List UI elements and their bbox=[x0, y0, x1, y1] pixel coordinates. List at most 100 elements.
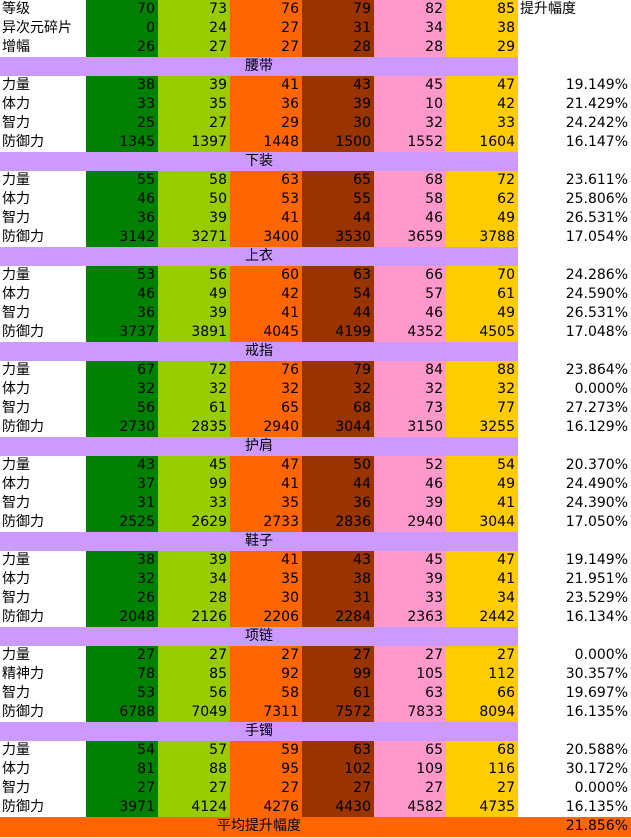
value-cell: 88 bbox=[158, 760, 230, 779]
increase-cell: 16.129% bbox=[565, 419, 628, 435]
value-cell: 4199 bbox=[302, 323, 374, 342]
value-cell: 49 bbox=[446, 475, 518, 494]
section-title: 鞋子 bbox=[0, 532, 518, 551]
increase-cell: 21.429% bbox=[565, 96, 628, 112]
value-cell: 4735 bbox=[446, 798, 518, 817]
value-cell: 47 bbox=[230, 456, 302, 475]
increase-cell: 25.806% bbox=[565, 191, 628, 207]
value-cell: 50 bbox=[158, 190, 230, 209]
value-cell: 34 bbox=[158, 570, 230, 589]
value-cell: 27 bbox=[374, 779, 446, 798]
value-cell: 1552 bbox=[374, 133, 446, 152]
value-cell: 57 bbox=[374, 285, 446, 304]
value-cell: 43 bbox=[302, 551, 374, 570]
value-cell: 60 bbox=[230, 266, 302, 285]
increase-cell: 16.134% bbox=[565, 609, 628, 625]
value-cell: 39 bbox=[158, 209, 230, 228]
value-cell: 76 bbox=[230, 0, 302, 19]
increase-cell: 30.172% bbox=[565, 761, 628, 777]
section-title: 戒指 bbox=[0, 342, 518, 361]
value-cell: 36 bbox=[302, 494, 374, 513]
value-cell: 63 bbox=[374, 684, 446, 703]
value-cell: 6788 bbox=[86, 703, 158, 722]
value-cell: 33 bbox=[158, 494, 230, 513]
row-label: 防御力 bbox=[2, 134, 44, 150]
value-cell: 58 bbox=[374, 190, 446, 209]
value-cell: 30 bbox=[230, 589, 302, 608]
value-cell: 27 bbox=[230, 779, 302, 798]
row-label: 体力 bbox=[2, 96, 30, 112]
value-cell: 63 bbox=[302, 266, 374, 285]
value-cell: 1397 bbox=[158, 133, 230, 152]
value-cell: 105 bbox=[374, 665, 446, 684]
value-cell: 65 bbox=[302, 171, 374, 190]
value-cell: 61 bbox=[158, 399, 230, 418]
value-cell: 43 bbox=[302, 76, 374, 95]
value-cell: 26 bbox=[86, 589, 158, 608]
value-cell: 39 bbox=[302, 95, 374, 114]
value-cell: 27 bbox=[446, 646, 518, 665]
value-cell: 7311 bbox=[230, 703, 302, 722]
value-cell: 2363 bbox=[374, 608, 446, 627]
value-cell: 4430 bbox=[302, 798, 374, 817]
increase-cell: 17.054% bbox=[565, 229, 628, 245]
value-cell: 82 bbox=[374, 0, 446, 19]
increase-cell: 24.590% bbox=[565, 286, 628, 302]
row-label: 力量 bbox=[2, 267, 30, 283]
value-cell: 49 bbox=[446, 304, 518, 323]
value-cell: 39 bbox=[158, 551, 230, 570]
value-cell: 46 bbox=[374, 475, 446, 494]
value-cell: 116 bbox=[446, 760, 518, 779]
value-cell: 27 bbox=[302, 646, 374, 665]
value-cell: 49 bbox=[158, 285, 230, 304]
value-cell: 70 bbox=[86, 0, 158, 19]
increase-cell: 23.611% bbox=[565, 172, 628, 188]
value-cell: 73 bbox=[158, 0, 230, 19]
value-cell: 33 bbox=[374, 589, 446, 608]
increase-cell: 23.864% bbox=[565, 362, 628, 378]
value-cell: 72 bbox=[158, 361, 230, 380]
value-cell: 68 bbox=[446, 741, 518, 760]
value-cell: 27 bbox=[446, 779, 518, 798]
value-cell: 31 bbox=[86, 494, 158, 513]
value-cell: 34 bbox=[374, 19, 446, 38]
value-cell: 42 bbox=[446, 95, 518, 114]
row-label: 防御力 bbox=[2, 799, 44, 815]
value-cell: 27 bbox=[158, 38, 230, 57]
value-cell: 65 bbox=[374, 741, 446, 760]
row-label: 智力 bbox=[2, 495, 30, 511]
value-cell: 99 bbox=[302, 665, 374, 684]
value-cell: 27 bbox=[158, 646, 230, 665]
increase-cell: 16.135% bbox=[565, 799, 628, 815]
footer-label: 平均提升幅度 bbox=[217, 818, 301, 834]
value-cell: 27 bbox=[86, 779, 158, 798]
increase-cell: 24.242% bbox=[565, 115, 628, 131]
value-cell: 109 bbox=[374, 760, 446, 779]
value-cell: 1345 bbox=[86, 133, 158, 152]
value-cell: 28 bbox=[302, 38, 374, 57]
value-cell: 2733 bbox=[230, 513, 302, 532]
value-cell: 46 bbox=[374, 209, 446, 228]
value-cell: 41 bbox=[230, 76, 302, 95]
value-cell: 38 bbox=[302, 570, 374, 589]
increase-cell: 24.286% bbox=[565, 267, 628, 283]
value-cell: 35 bbox=[230, 570, 302, 589]
value-cell: 33 bbox=[86, 95, 158, 114]
value-cell: 3971 bbox=[86, 798, 158, 817]
value-cell: 32 bbox=[158, 380, 230, 399]
value-cell: 4276 bbox=[230, 798, 302, 817]
section-title: 项链 bbox=[0, 627, 518, 646]
increase-cell: 19.697% bbox=[565, 685, 628, 701]
value-cell: 38 bbox=[86, 551, 158, 570]
increase-cell: 20.370% bbox=[565, 457, 628, 473]
value-cell: 3255 bbox=[446, 418, 518, 437]
increase-cell: 30.357% bbox=[565, 666, 628, 682]
value-cell: 68 bbox=[374, 171, 446, 190]
value-cell: 10 bbox=[374, 95, 446, 114]
row-label: 智力 bbox=[2, 305, 30, 321]
value-cell: 33 bbox=[446, 114, 518, 133]
row-label: 体力 bbox=[2, 571, 30, 587]
row-label: 智力 bbox=[2, 780, 30, 796]
row-label: 防御力 bbox=[2, 704, 44, 720]
